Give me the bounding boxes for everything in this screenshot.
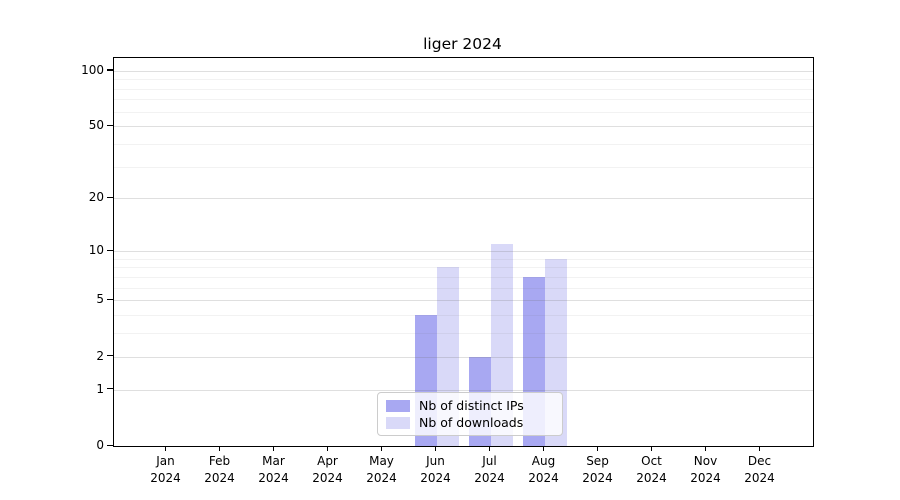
x-tick-label-feb: Feb 2024 <box>204 454 235 485</box>
legend-item-downloads: Nb of downloads <box>386 414 553 431</box>
gridline-minor-80 <box>114 88 813 90</box>
x-tick-jul <box>489 446 491 451</box>
gridline-minor-30 <box>114 166 813 168</box>
gridline-minor-8 <box>114 267 813 269</box>
gridline-minor-60 <box>114 111 813 113</box>
gridline-major-2 <box>114 356 813 358</box>
x-tick-label-dec: Dec 2024 <box>744 454 775 485</box>
x-tick-label-may: May 2024 <box>366 454 397 485</box>
y-tick-label-50: 50 <box>88 118 104 133</box>
y-tick-100 <box>107 69 113 71</box>
y-tick-label-5: 5 <box>96 292 104 307</box>
x-tick-label-apr: Apr 2024 <box>312 454 343 485</box>
legend-label-distinct-ips: Nb of distinct IPs <box>419 398 524 413</box>
chart-title: liger 2024 <box>423 35 502 53</box>
gridline-minor-9 <box>114 258 813 260</box>
y-tick-10 <box>107 249 113 251</box>
gridline-major-50 <box>114 126 813 128</box>
gridline-major-10 <box>114 251 813 252</box>
gridline-minor-7 <box>114 276 813 278</box>
x-tick-label-sep: Sep 2024 <box>582 454 613 485</box>
legend: Nb of distinct IPs Nb of downloads <box>377 392 563 436</box>
x-tick-mar <box>273 446 275 451</box>
x-tick-sep <box>597 446 599 451</box>
y-tick-label-1: 1 <box>96 381 104 396</box>
x-tick-feb <box>219 446 221 451</box>
x-tick-jan <box>165 446 167 451</box>
gridline-major-5 <box>114 300 813 302</box>
x-tick-apr <box>327 446 329 451</box>
y-tick-2 <box>107 355 113 357</box>
gridline-major-20 <box>114 198 813 200</box>
x-tick-dec <box>759 446 761 451</box>
legend-swatch-downloads <box>386 416 410 429</box>
x-tick-label-jan: Jan 2024 <box>150 454 181 485</box>
legend-label-downloads: Nb of downloads <box>419 415 524 430</box>
y-tick-label-2: 2 <box>96 348 104 363</box>
gridline-minor-90 <box>114 79 813 81</box>
y-tick-50 <box>107 124 113 127</box>
gridline-major-1 <box>114 389 813 391</box>
legend-item-distinct-ips: Nb of distinct IPs <box>386 397 553 414</box>
x-tick-label-oct: Oct 2024 <box>636 454 667 485</box>
x-tick-may <box>381 446 383 451</box>
gridline-minor-4 <box>114 315 813 317</box>
x-tick-nov <box>705 446 707 451</box>
x-tick-label-jun: Jun 2024 <box>420 454 451 485</box>
x-tick-label-jul: Jul 2024 <box>474 454 505 485</box>
gridline-minor-40 <box>114 144 813 145</box>
y-tick-label-10: 10 <box>88 243 104 257</box>
y-tick-label-20: 20 <box>88 190 104 205</box>
x-tick-oct <box>651 446 653 451</box>
legend-swatch-distinct-ips <box>386 399 410 412</box>
y-tick-1 <box>107 388 113 390</box>
gridline-minor-3 <box>114 333 813 335</box>
gridline-major-100 <box>114 70 813 72</box>
y-tick-label-0: 0 <box>96 438 104 452</box>
x-tick-label-aug: Aug 2024 <box>528 454 559 485</box>
x-tick-jun <box>435 446 437 451</box>
y-tick-label-100: 100 <box>81 62 104 77</box>
gridline-minor-70 <box>114 99 813 101</box>
x-tick-label-nov: Nov 2024 <box>690 454 721 485</box>
plot-area <box>113 57 814 447</box>
y-tick-0 <box>107 444 113 446</box>
gridline-minor-6 <box>114 287 813 289</box>
x-tick-label-mar: Mar 2024 <box>258 454 289 485</box>
y-tick-20 <box>107 196 113 199</box>
y-tick-5 <box>107 298 113 301</box>
x-tick-aug <box>543 446 545 451</box>
